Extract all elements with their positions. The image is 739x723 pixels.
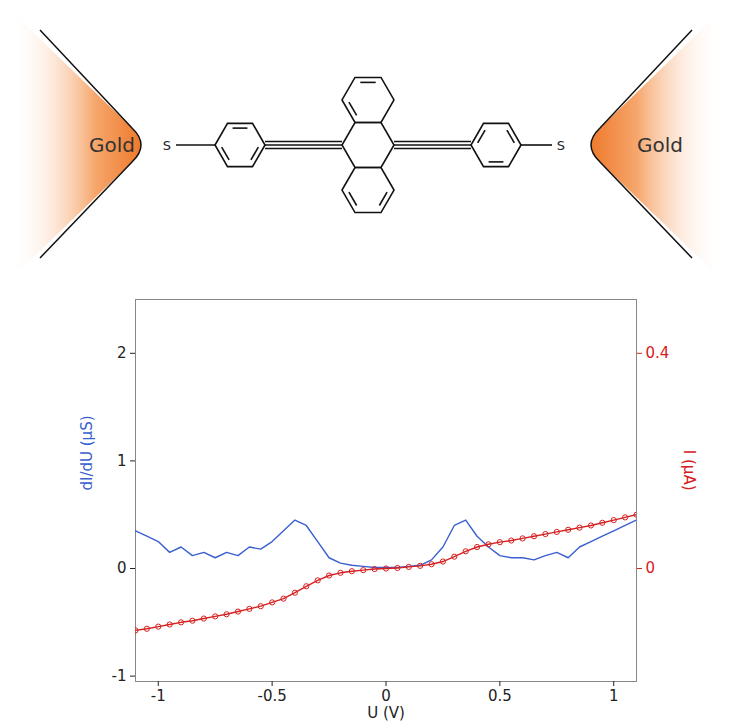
svg-text:dI/dU (µS): dI/dU (µS)	[78, 415, 96, 490]
svg-text:1: 1	[609, 687, 619, 705]
svg-text:2: 2	[117, 344, 127, 362]
svg-text:S: S	[163, 138, 171, 153]
svg-text:-1: -1	[112, 667, 127, 685]
svg-text:Gold: Gold	[89, 133, 135, 157]
svg-text:0: 0	[117, 559, 127, 577]
svg-text:-1: -1	[151, 687, 166, 705]
svg-text:-0.5: -0.5	[257, 687, 286, 705]
svg-text:0: 0	[646, 559, 656, 577]
svg-text:0.5: 0.5	[488, 687, 512, 705]
svg-text:0: 0	[381, 687, 391, 705]
svg-text:Gold: Gold	[637, 133, 683, 157]
svg-text:0.4: 0.4	[646, 344, 670, 362]
svg-text:1: 1	[117, 452, 127, 470]
svg-text:S: S	[557, 138, 565, 153]
svg-text:U (V): U (V)	[367, 704, 405, 722]
svg-text:I (µA): I (µA)	[680, 450, 698, 491]
